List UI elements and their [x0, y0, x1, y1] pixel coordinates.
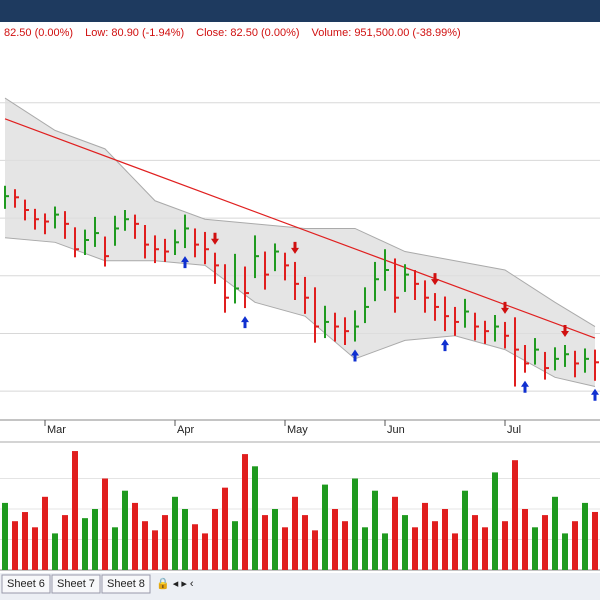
volume-bar	[202, 533, 208, 570]
volume-bar	[272, 509, 278, 570]
volume-bar	[592, 511, 598, 570]
volume-bar	[252, 466, 258, 570]
month-label: Jun	[387, 424, 405, 436]
volume-bar	[522, 509, 528, 570]
volume-bar	[512, 460, 518, 570]
buy-signal	[351, 349, 359, 362]
volume-bar	[332, 509, 338, 570]
volume-bar	[42, 496, 48, 570]
buy-signal	[441, 339, 449, 352]
volume-bar	[532, 527, 538, 570]
volume-bar	[442, 509, 448, 570]
volume-bar	[12, 521, 18, 570]
volume-bar	[152, 530, 158, 570]
volume-bar	[292, 496, 298, 570]
volume-bar	[82, 518, 88, 570]
volume-bar	[112, 527, 118, 570]
volume-bar	[302, 515, 308, 570]
volume-bar	[562, 533, 568, 570]
sell-signal	[291, 241, 299, 254]
sheet-tab[interactable]	[1, 574, 51, 594]
buy-signal	[241, 316, 249, 329]
month-label: May	[287, 424, 308, 436]
month-label: Jul	[507, 424, 521, 436]
header-strip	[0, 22, 600, 44]
sheet-tab-label[interactable]: Sheet 7	[57, 578, 95, 590]
volume-bar	[222, 487, 228, 570]
header-value: Volume: 951,500.00 (-38.99%)	[312, 27, 461, 39]
volume-bar	[472, 515, 478, 570]
volume-bar	[462, 490, 468, 570]
buy-signal	[521, 380, 529, 393]
sell-signal	[431, 273, 439, 286]
volume-bar	[572, 521, 578, 570]
volume-bar	[242, 454, 248, 570]
header-value: Low: 80.90 (-1.94%)	[85, 27, 184, 39]
volume-bar	[132, 502, 138, 570]
header-value: Close: 82.50 (0.00%)	[196, 27, 299, 39]
volume-bar	[312, 530, 318, 570]
tab-nav-icons: 🔒 ◂ ▸ ‹	[156, 577, 194, 590]
volume-bar	[62, 515, 68, 570]
volume-bar	[362, 527, 368, 570]
sell-signal	[211, 232, 219, 245]
sell-signal	[561, 325, 569, 337]
volume-bar	[172, 496, 178, 570]
volume-bar	[232, 521, 238, 570]
volume-bar	[402, 515, 408, 570]
volume-bar	[282, 527, 288, 570]
volume-bar	[552, 496, 558, 570]
trendline	[4, 118, 596, 339]
volume-bar	[352, 478, 358, 570]
volume-bar	[2, 502, 8, 570]
volume-bar	[432, 521, 438, 570]
sell-signal	[501, 301, 509, 314]
volume-bar	[72, 451, 78, 570]
volume-bar	[92, 509, 98, 570]
volume-bar	[102, 478, 108, 570]
sheet-tab-label[interactable]: Sheet 8	[107, 578, 145, 590]
volume-bar	[422, 502, 428, 570]
volume-bar	[212, 509, 218, 570]
volume-bar	[482, 527, 488, 570]
buy-signal	[591, 388, 599, 401]
volume-bar	[342, 521, 348, 570]
header-value: 82.50 (0.00%)	[4, 27, 73, 39]
band-upper	[4, 97, 596, 327]
volume-bar	[142, 521, 148, 570]
month-label: Apr	[177, 424, 194, 436]
volume-bar	[262, 515, 268, 570]
buy-signal	[181, 256, 189, 269]
volume-bar	[122, 490, 128, 570]
volume-bar	[582, 502, 588, 570]
volume-bar	[542, 515, 548, 570]
volume-bar	[52, 533, 58, 570]
volume-bar	[192, 524, 198, 570]
volume-bar	[412, 527, 418, 570]
volume-bar	[162, 515, 168, 570]
volume-bar	[22, 512, 28, 570]
month-label: Mar	[47, 424, 66, 436]
volume-bar	[182, 509, 188, 570]
volume-bar	[382, 533, 388, 570]
volume-bar	[452, 533, 458, 570]
volume-bar	[372, 490, 378, 570]
sheet-tab-label[interactable]: Sheet 6	[7, 578, 45, 590]
volume-bar	[392, 496, 398, 570]
title-bar	[0, 0, 600, 22]
volume-bar	[502, 521, 508, 570]
volume-bar	[322, 484, 328, 570]
sheet-tab[interactable]	[51, 574, 101, 594]
volume-bar	[32, 527, 38, 570]
sheet-tab[interactable]	[101, 574, 151, 594]
volume-bar	[492, 472, 498, 570]
bollinger-band	[5, 98, 595, 387]
